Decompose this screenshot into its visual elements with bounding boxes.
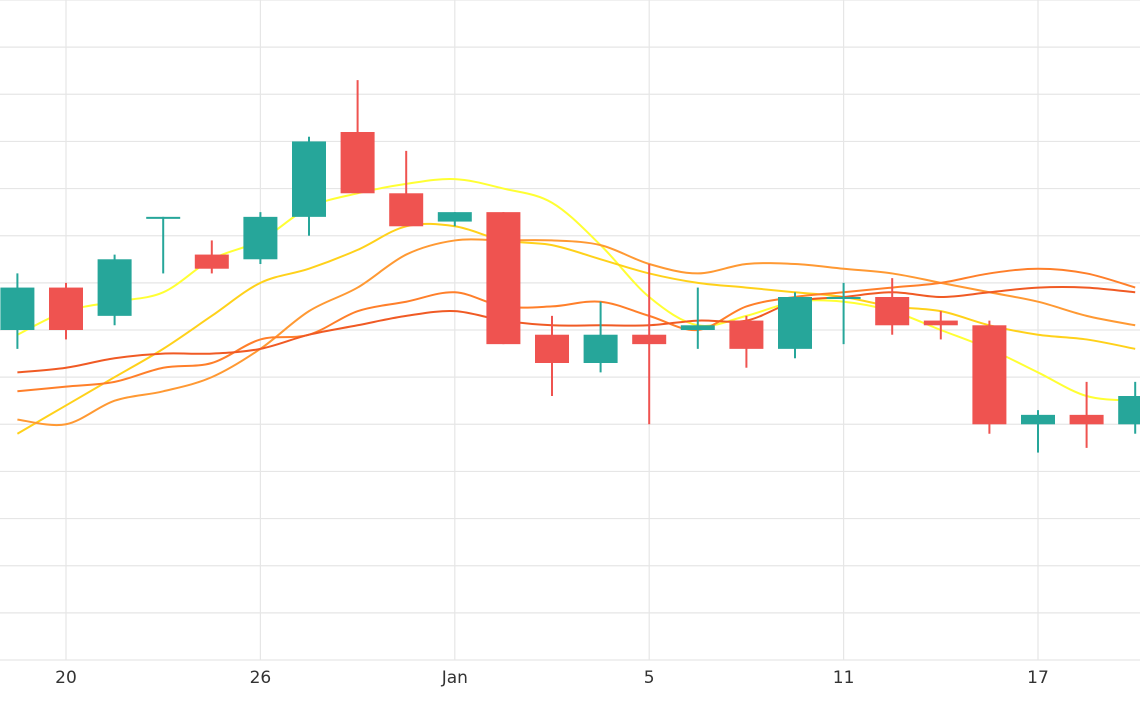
candle xyxy=(292,136,326,236)
candle xyxy=(1069,381,1104,448)
candle-body xyxy=(97,259,132,316)
candle xyxy=(49,282,83,340)
x-tick-label: 5 xyxy=(644,668,655,688)
candle xyxy=(389,150,424,227)
candle xyxy=(680,287,715,349)
x-tick-label: Jan xyxy=(441,668,468,688)
moving-average-line-5 xyxy=(17,285,1136,374)
candle-body xyxy=(389,193,424,227)
candle-body xyxy=(1069,414,1104,425)
candle-body xyxy=(778,297,812,349)
candle-body xyxy=(923,320,958,326)
candle xyxy=(97,254,132,326)
candle-body xyxy=(1118,396,1140,425)
moving-average-line-3 xyxy=(17,238,1136,427)
candle xyxy=(486,212,521,345)
candle xyxy=(194,240,229,274)
candle xyxy=(437,212,472,227)
candle-body xyxy=(680,325,715,330)
candle xyxy=(243,212,278,264)
candle-body xyxy=(583,334,618,363)
candle xyxy=(972,320,1007,434)
x-tick-label: 17 xyxy=(1027,668,1049,688)
candle-body xyxy=(340,132,375,194)
candle xyxy=(826,282,861,345)
candle-body xyxy=(0,287,35,330)
grid-layer xyxy=(0,0,1140,661)
candle-body xyxy=(535,334,569,363)
candle-body xyxy=(292,141,326,217)
candle-body xyxy=(194,254,229,269)
candle xyxy=(729,315,764,368)
x-tick-label: 11 xyxy=(833,668,855,688)
candle xyxy=(0,273,35,349)
candle-body xyxy=(632,334,667,345)
x-axis: 20 26 Jan 5 11 17 xyxy=(55,668,1049,688)
candle xyxy=(535,315,569,396)
candle xyxy=(146,216,181,274)
candle xyxy=(923,311,958,340)
candle-body xyxy=(49,287,83,330)
candle xyxy=(1021,410,1055,453)
candle-body xyxy=(972,325,1007,425)
candle xyxy=(583,301,618,373)
candle-body xyxy=(729,320,764,349)
candle-body xyxy=(1021,414,1055,425)
candle xyxy=(875,278,910,335)
candle-body xyxy=(437,212,472,222)
moving-average-line-4 xyxy=(17,267,1136,393)
candle-body xyxy=(243,216,278,260)
moving-average-layer xyxy=(16,178,1136,435)
x-tick-label: 20 xyxy=(55,668,77,688)
candle-body xyxy=(875,297,910,326)
candle xyxy=(632,264,667,425)
x-tick-label: 26 xyxy=(250,668,272,688)
candle xyxy=(1118,381,1140,434)
moving-average-line-1 xyxy=(16,178,1136,402)
candle xyxy=(340,80,375,194)
candle-body xyxy=(826,297,861,299)
moving-average-line-2 xyxy=(16,222,1136,435)
candle-body xyxy=(486,212,521,345)
candle xyxy=(778,292,812,359)
candle-body xyxy=(146,216,181,219)
candle-layer xyxy=(0,80,1140,453)
